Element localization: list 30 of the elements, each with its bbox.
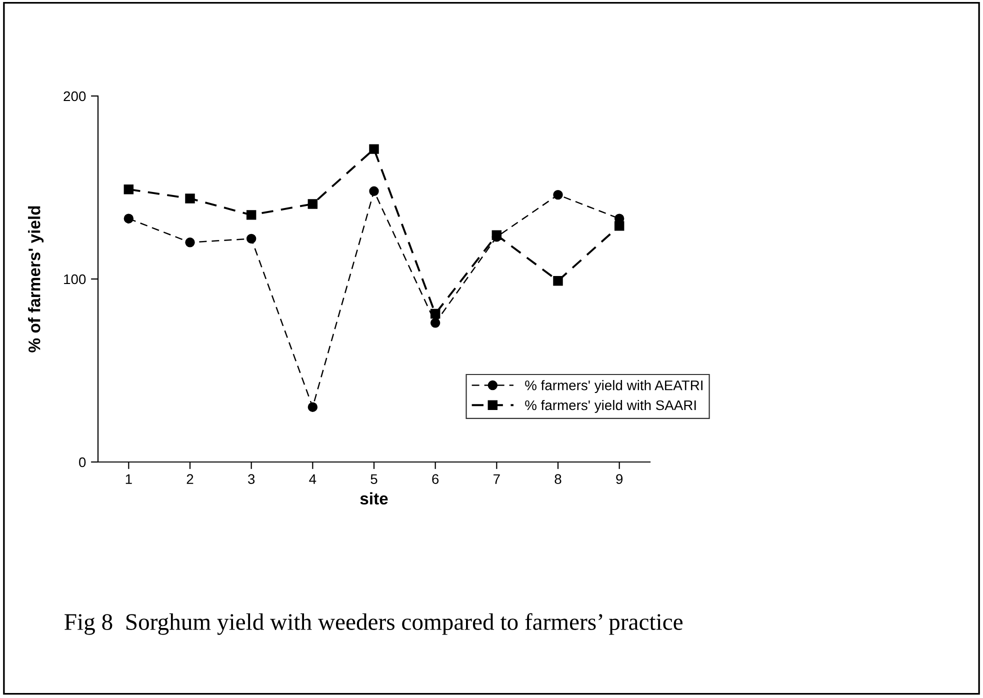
x-tick-label: 3 (248, 474, 255, 484)
point (553, 190, 563, 200)
point (308, 199, 318, 209)
point (430, 318, 440, 328)
x-axis-title: site (360, 492, 388, 505)
point (124, 214, 134, 224)
point (185, 238, 195, 248)
x-tick-label: 6 (432, 474, 439, 484)
point (185, 194, 195, 204)
y-tick-label: 200 (64, 91, 86, 102)
point (246, 210, 256, 220)
y-axis-title: % of farmers' yield (28, 206, 44, 352)
point (553, 276, 563, 286)
x-tick-label: 8 (554, 474, 562, 484)
x-tick-label: 1 (126, 474, 132, 484)
legend-label: % farmers' yield with AEATRI (525, 380, 702, 394)
point (369, 186, 379, 196)
caption: Fig 8 Sorghum yield with weeders compared to farmers’ practice (64, 613, 682, 635)
x-tick-label: 2 (186, 474, 194, 484)
point (308, 402, 318, 412)
legend-label: % farmers' yield with SAARI (525, 400, 696, 413)
x-tick-label: 5 (370, 474, 378, 484)
point (124, 184, 134, 194)
y-tick-label: 0 (79, 457, 86, 468)
x-tick-label: 7 (494, 474, 500, 484)
x-tick-label: 9 (616, 474, 623, 484)
point (369, 144, 379, 154)
x-tick-label: 4 (309, 474, 316, 484)
point (246, 234, 256, 244)
y-tick-label: 100 (64, 274, 86, 284)
